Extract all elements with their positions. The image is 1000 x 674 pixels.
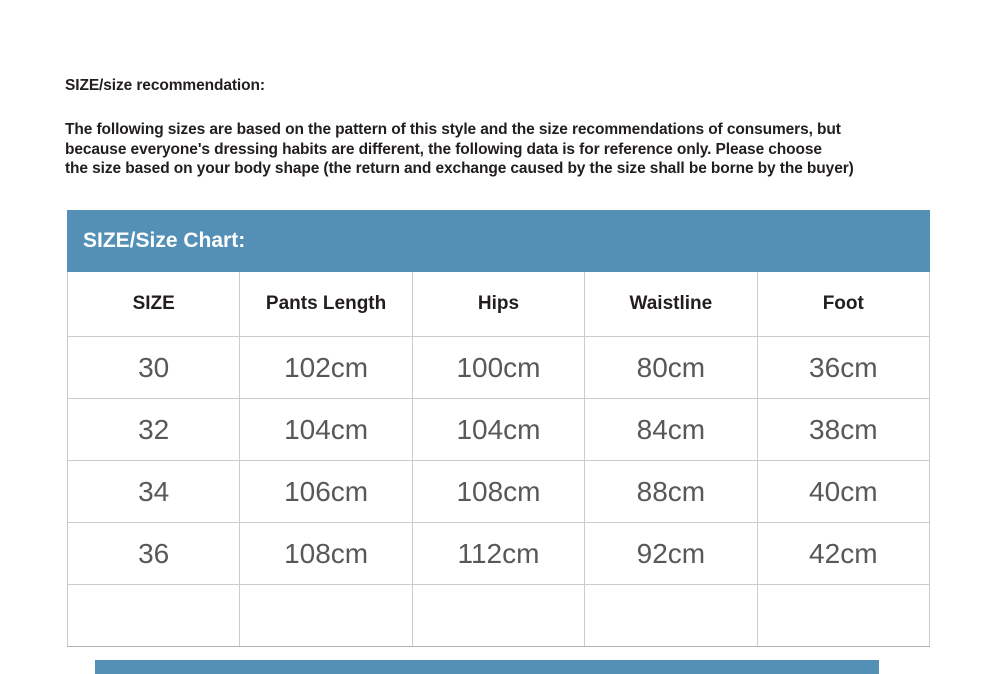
column-header-pants-length: Pants Length [239, 272, 413, 337]
paragraph-line: because everyone's dressing habits are d… [65, 140, 822, 158]
column-header-foot: Foot [756, 272, 931, 337]
size-chart-header-bar: SIZE/Size Chart: [67, 210, 930, 272]
table-cell: 84cm [584, 398, 758, 461]
table-cell: 36cm [756, 336, 931, 399]
table-cell: 80cm [584, 336, 758, 399]
table-cell-size: 32 [66, 398, 241, 461]
size-chart-title: SIZE/Size Chart: [83, 229, 246, 252]
table-cell: 108cm [411, 460, 586, 523]
table-cell: 102cm [239, 336, 413, 399]
table-cell: 106cm [239, 460, 413, 523]
paragraph-line: The following sizes are based on the pat… [65, 121, 841, 138]
table-cell: 38cm [756, 398, 931, 461]
table-cell: 108cm [239, 522, 413, 585]
paragraph-line: the size based on your body shape (the r… [65, 160, 854, 178]
table-header-row: SIZE Pants Length Hips Waistline Foot [66, 272, 931, 337]
table-cell: 88cm [584, 460, 758, 523]
disclaimer-paragraph: The following sizes are based on the pat… [65, 120, 965, 179]
table-cell: 42cm [756, 522, 931, 585]
column-header-hips: Hips [411, 272, 586, 337]
table-cell-size: 34 [66, 460, 241, 523]
table-cell [756, 584, 931, 647]
table-cell-size: 36 [66, 522, 241, 585]
next-section-header-bar-partial [95, 660, 879, 674]
size-chart-table: SIZE Pants Length Hips Waistline Foot 30… [66, 272, 931, 647]
table-cell: 40cm [756, 460, 931, 523]
table-cell: 112cm [411, 522, 586, 585]
column-header-waistline: Waistline [584, 272, 758, 337]
table-row: 36 108cm 112cm 92cm 42cm [66, 522, 931, 585]
table-cell [239, 584, 413, 647]
page-title: SIZE/size recommendation: [65, 77, 265, 94]
column-header-size: SIZE [66, 272, 241, 337]
table-cell: 100cm [411, 336, 586, 399]
table-cell: 92cm [584, 522, 758, 585]
table-cell [584, 584, 758, 647]
table-row: 30 102cm 100cm 80cm 36cm [66, 336, 931, 399]
table-cell [411, 584, 586, 647]
table-row: 32 104cm 104cm 84cm 38cm [66, 398, 931, 461]
table-cell: 104cm [411, 398, 586, 461]
table-cell: 104cm [239, 398, 413, 461]
table-cell [66, 584, 241, 647]
table-row: 34 106cm 108cm 88cm 40cm [66, 460, 931, 523]
table-cell-size: 30 [66, 336, 241, 399]
table-row-empty [66, 584, 931, 647]
